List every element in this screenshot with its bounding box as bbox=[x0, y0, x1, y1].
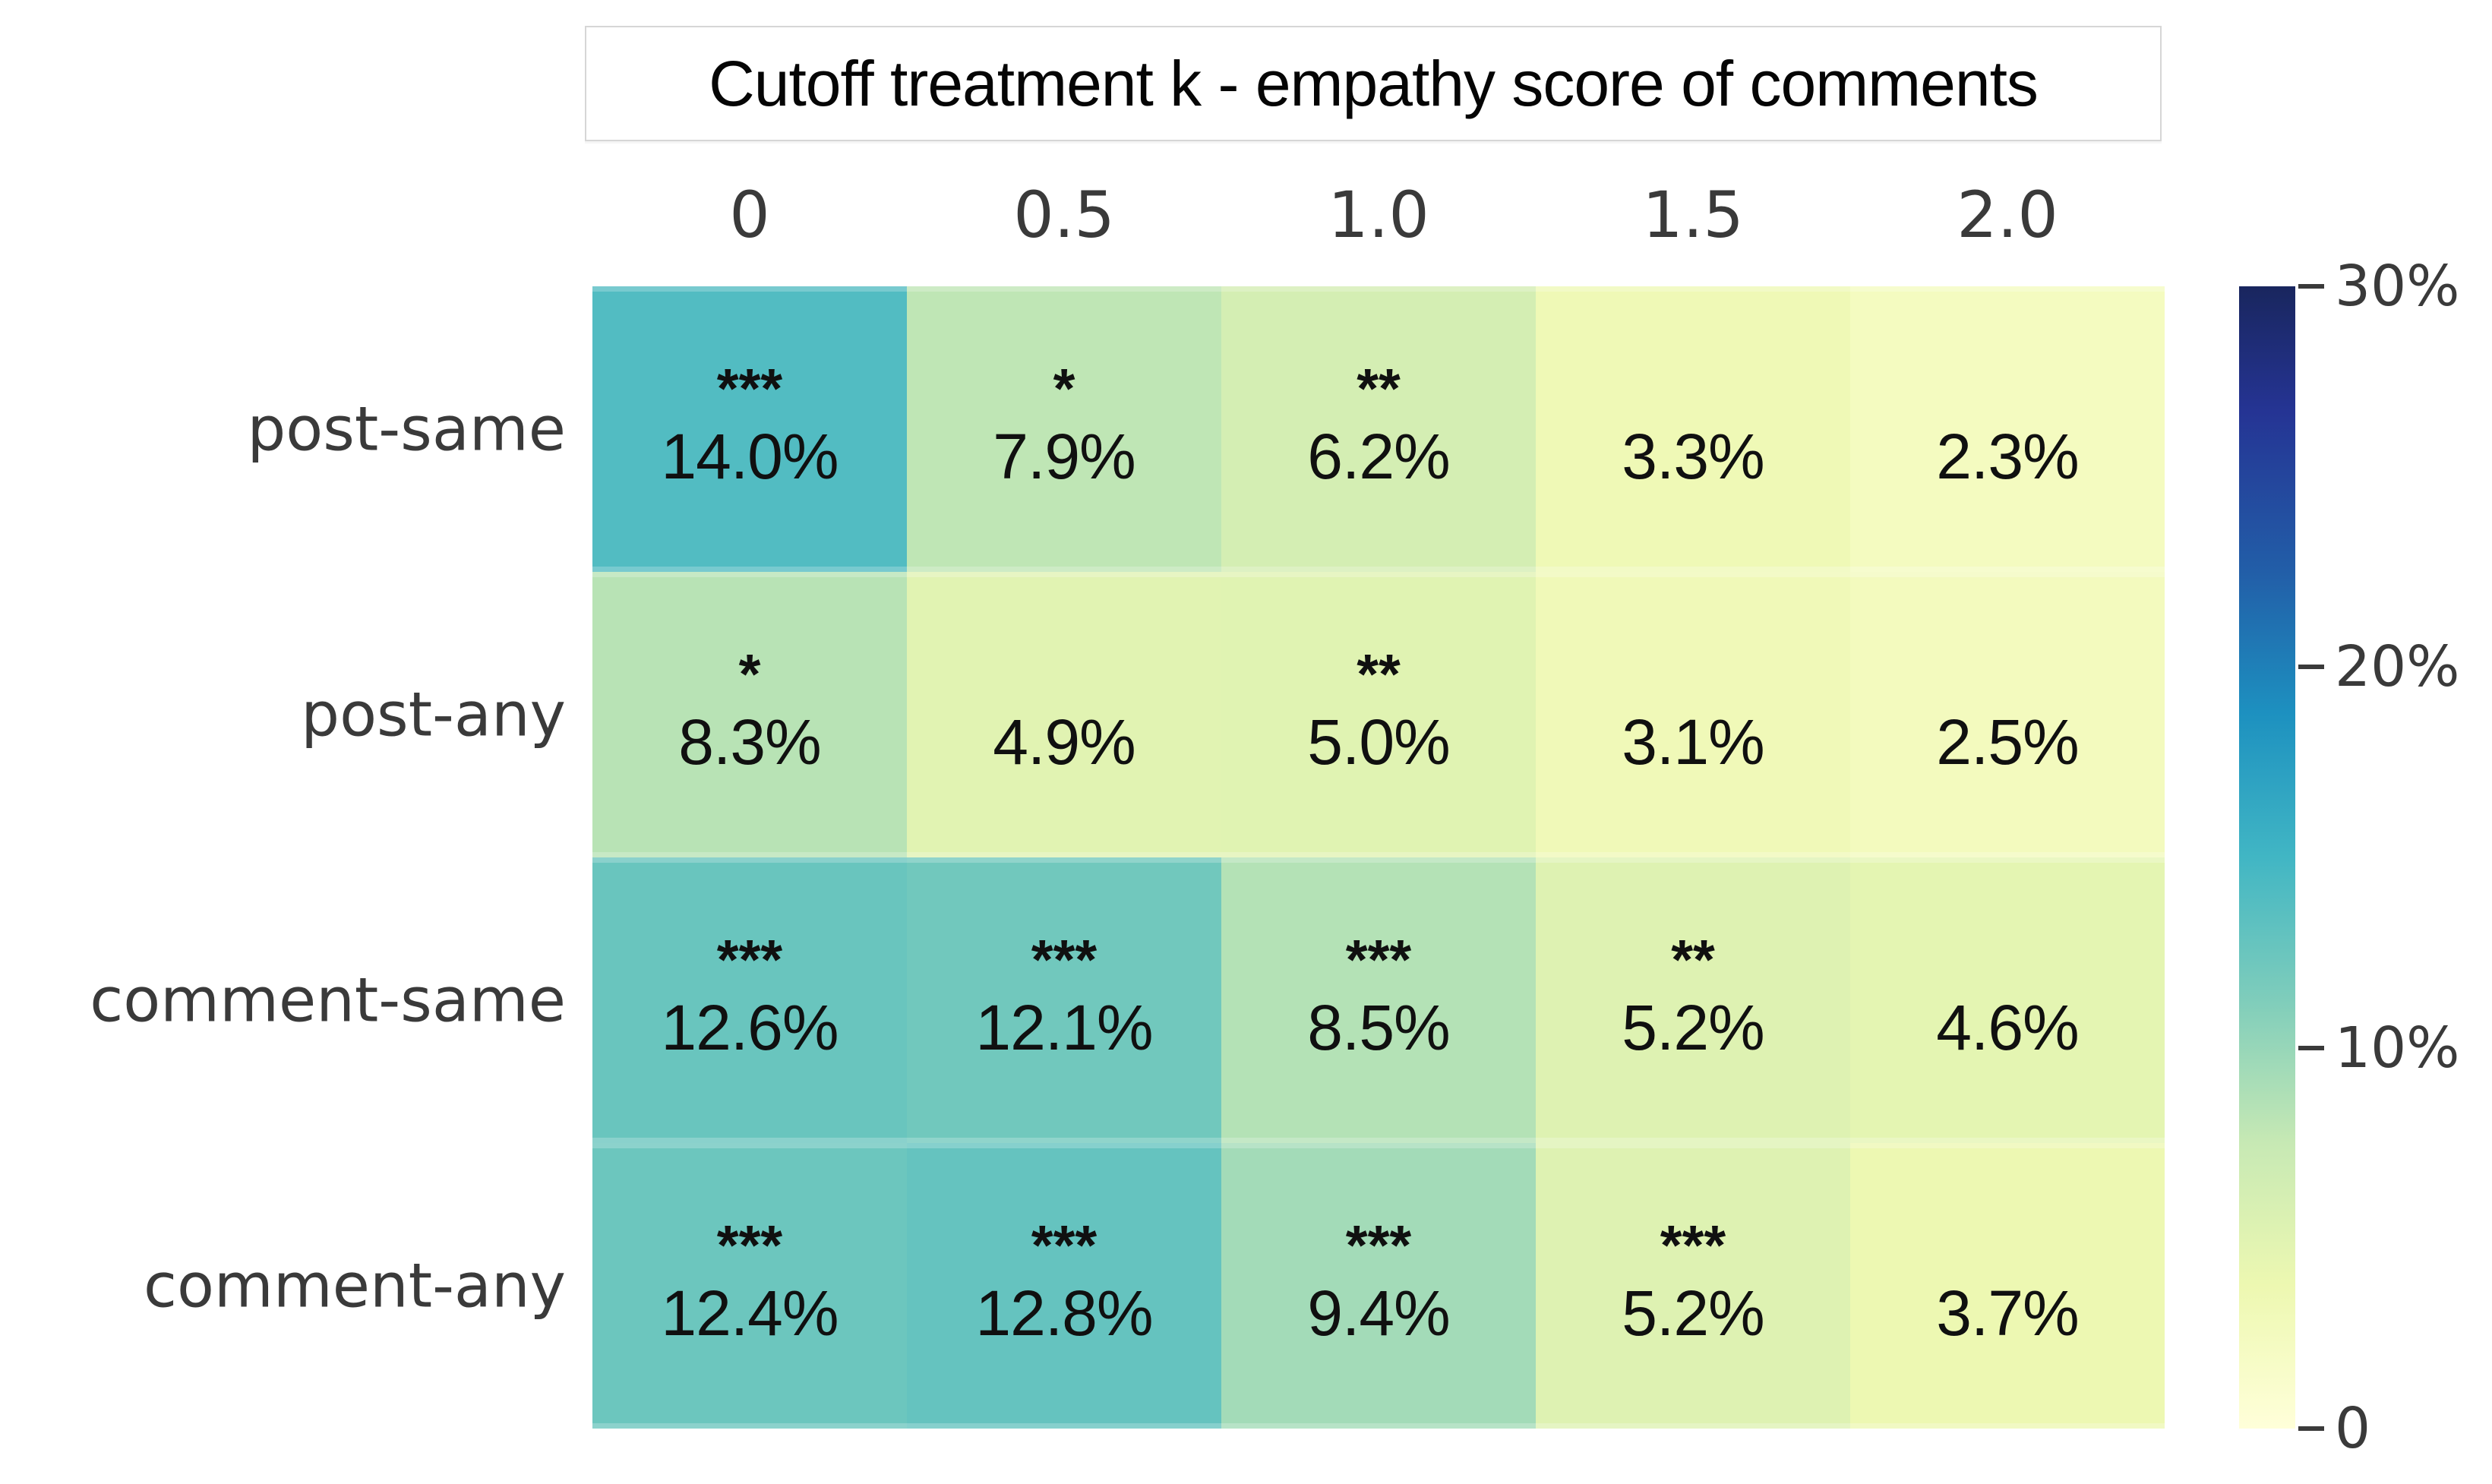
significance-stars: *** bbox=[1031, 1214, 1098, 1277]
heatmap-cell-post-any-k0: * 8.3% bbox=[592, 572, 907, 857]
heatmap-cell-post-same-k0.5: * 7.9% bbox=[907, 286, 1221, 572]
heatmap-cell-comment-same-k1.0: *** 8.5% bbox=[1221, 857, 1536, 1143]
cell-value-label: 3.7% bbox=[1936, 1277, 2079, 1349]
cell-value-label: 2.5% bbox=[1936, 706, 2079, 778]
cell-value-label: 4.6% bbox=[1936, 992, 2079, 1063]
heatmap-cell-comment-same-k0: *** 12.6% bbox=[592, 857, 907, 1143]
cell-value-label: 4.9% bbox=[993, 706, 1135, 778]
cell-value-label: 12.1% bbox=[975, 992, 1153, 1063]
y-tick-label-comment-any: comment-any bbox=[143, 1250, 566, 1321]
heatmap-cell-comment-any-k2.0: 3.7% bbox=[1850, 1143, 2165, 1429]
y-tick-label-comment-same: comment-same bbox=[90, 965, 566, 1036]
heatmap-cell-post-any-k0.5: 4.9% bbox=[907, 572, 1221, 857]
x-tick-label-2.0: 2.0 bbox=[1957, 178, 2058, 252]
heatmap-grid: *** 14.0% * 7.9% ** 6.2% 3.3% 2.3% * 8.3% 4.9% ** 5.… bbox=[592, 286, 2165, 1429]
cell-value-label: 8.3% bbox=[678, 706, 821, 778]
cell-value-label: 7.9% bbox=[993, 421, 1135, 492]
heatmap-cell-post-any-k2.0: 2.5% bbox=[1850, 572, 2165, 857]
heatmap-cell-post-same-k2.0: 2.3% bbox=[1850, 286, 2165, 572]
significance-stars: * bbox=[1053, 357, 1075, 420]
heatmap-cell-post-same-k0: *** 14.0% bbox=[592, 286, 907, 572]
y-tick-label-post-same: post-same bbox=[247, 393, 567, 465]
significance-stars: *** bbox=[1345, 1214, 1412, 1277]
cell-value-label: 8.5% bbox=[1307, 992, 1450, 1063]
significance-stars: *** bbox=[716, 928, 783, 991]
colorbar-tick-mark-30% bbox=[2298, 284, 2324, 289]
colorbar-tick-label-30%: 30% bbox=[2335, 254, 2460, 319]
heatmap-cell-comment-any-k1.5: *** 5.2% bbox=[1536, 1143, 1850, 1429]
colorbar-gradient bbox=[2239, 286, 2295, 1429]
significance-stars: * bbox=[738, 643, 761, 706]
cell-value-label: 12.8% bbox=[975, 1277, 1153, 1349]
heatmap-cell-comment-any-k0.5: *** 12.8% bbox=[907, 1143, 1221, 1429]
heatmap-cell-comment-same-k1.5: ** 5.2% bbox=[1536, 857, 1850, 1143]
x-tick-label-1.5: 1.5 bbox=[1642, 178, 1744, 252]
colorbar-tick-mark-20% bbox=[2298, 665, 2324, 670]
heatmap-cell-post-any-k1.5: 3.1% bbox=[1536, 572, 1850, 857]
colorbar-tick-label-20%: 20% bbox=[2335, 634, 2460, 700]
colorbar-tick-label-0: 0 bbox=[2335, 1396, 2371, 1461]
chart-title: Cutoff treatment k - empathy score of co… bbox=[709, 47, 2039, 119]
cell-value-label: 3.3% bbox=[1622, 421, 1764, 492]
x-tick-label-0: 0 bbox=[729, 178, 770, 252]
x-tick-label-0.5: 0.5 bbox=[1013, 178, 1115, 252]
significance-stars: ** bbox=[1671, 928, 1715, 991]
significance-stars: *** bbox=[716, 1214, 783, 1277]
heatmap-cell-post-any-k1.0: ** 5.0% bbox=[1221, 572, 1536, 857]
cell-value-label: 3.1% bbox=[1622, 706, 1764, 778]
cell-value-label: 12.4% bbox=[661, 1277, 839, 1349]
significance-stars: *** bbox=[1345, 928, 1412, 991]
heatmap-cell-comment-same-k0.5: *** 12.1% bbox=[907, 857, 1221, 1143]
significance-stars: ** bbox=[1357, 357, 1401, 420]
heatmap-cell-comment-any-k0: *** 12.4% bbox=[592, 1143, 907, 1429]
cell-value-label: 5.0% bbox=[1307, 706, 1450, 778]
cell-value-label: 2.3% bbox=[1936, 421, 2079, 492]
cell-value-label: 14.0% bbox=[661, 421, 839, 492]
significance-stars: ** bbox=[1357, 643, 1401, 706]
cell-value-label: 9.4% bbox=[1307, 1277, 1450, 1349]
significance-stars: *** bbox=[1031, 928, 1098, 991]
colorbar-tick-label-10%: 10% bbox=[2335, 1015, 2460, 1081]
heatmap-cell-post-same-k1.0: ** 6.2% bbox=[1221, 286, 1536, 572]
x-tick-label-1.0: 1.0 bbox=[1328, 178, 1429, 252]
cell-value-label: 5.2% bbox=[1622, 1277, 1764, 1349]
cell-value-label: 5.2% bbox=[1622, 992, 1764, 1063]
heatmap-cell-post-same-k1.5: 3.3% bbox=[1536, 286, 1850, 572]
cell-value-label: 6.2% bbox=[1307, 421, 1450, 492]
significance-stars: *** bbox=[1660, 1214, 1726, 1277]
y-tick-label-post-any: post-any bbox=[301, 679, 566, 750]
significance-stars: *** bbox=[716, 357, 783, 420]
heatmap-cell-comment-same-k2.0: 4.6% bbox=[1850, 857, 2165, 1143]
heatmap-cell-comment-any-k1.0: *** 9.4% bbox=[1221, 1143, 1536, 1429]
cell-value-label: 12.6% bbox=[661, 992, 839, 1063]
colorbar-tick-mark-0 bbox=[2298, 1426, 2324, 1431]
colorbar-tick-mark-10% bbox=[2298, 1045, 2324, 1050]
chart-title-box: Cutoff treatment k - empathy score of co… bbox=[585, 26, 2162, 141]
